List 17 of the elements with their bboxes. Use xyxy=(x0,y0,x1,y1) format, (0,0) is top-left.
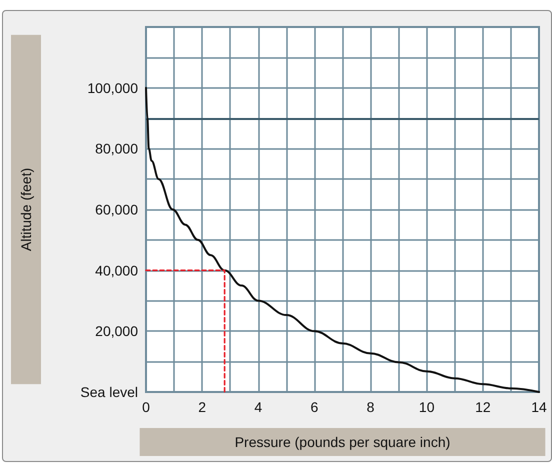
x-axis-title: Pressure (pounds per square inch) xyxy=(234,434,450,450)
y-tick-label: 100,000 xyxy=(87,80,138,96)
x-tick-label: 6 xyxy=(310,399,319,415)
y-axis-title: Altitude (feet) xyxy=(18,168,34,252)
x-tick-label: 14 xyxy=(531,399,547,415)
y-tick-label: 20,000 xyxy=(95,323,138,340)
y-tick-label: 80,000 xyxy=(95,140,138,157)
line-series xyxy=(145,86,540,393)
x-tick-label: 10 xyxy=(418,399,435,415)
x-tick-label: 2 xyxy=(198,399,206,415)
x-tick-label: 12 xyxy=(475,399,491,415)
x-tick-label: 4 xyxy=(254,399,262,415)
y-tick-label: Sea level xyxy=(80,384,138,400)
x-tick-label: 8 xyxy=(366,399,375,415)
x-tick-label: 0 xyxy=(142,399,150,415)
y-tick-label: 60,000 xyxy=(95,202,138,218)
y-tick-label: 40,000 xyxy=(95,262,138,278)
